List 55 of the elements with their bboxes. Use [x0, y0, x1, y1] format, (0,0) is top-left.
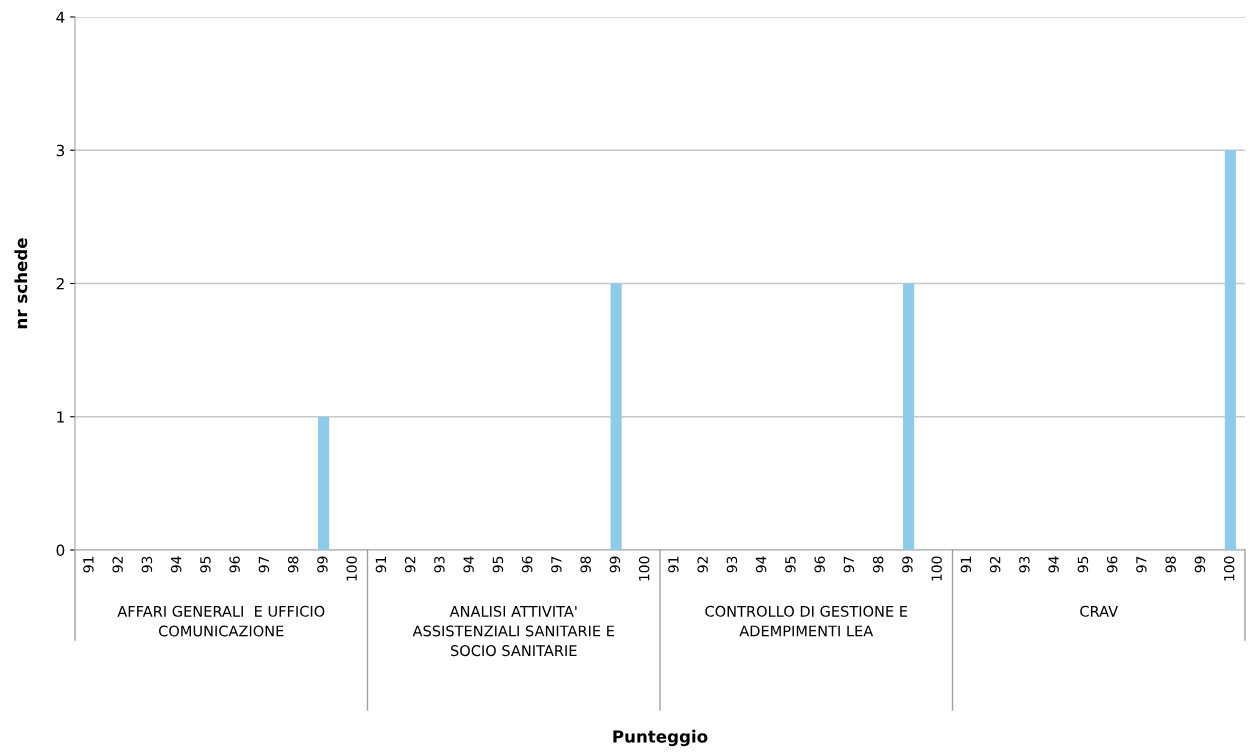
x-tick-label: 94 — [1048, 556, 1059, 573]
y-tick-label: 2 — [56, 277, 64, 290]
x-tick-label: 93 — [1019, 556, 1030, 573]
x-tick-label: 100 — [1223, 556, 1235, 581]
x-tick-label: 92 — [112, 556, 123, 573]
x-tick-label: 100 — [931, 556, 942, 581]
y-tick-label: 4 — [56, 11, 65, 23]
x-tick-label: 97 — [551, 556, 562, 573]
text: Punteggio — [613, 729, 708, 747]
x-tick-label: 96 — [521, 556, 533, 573]
x-tick-label: 97 — [258, 556, 270, 573]
x-tick-label: 100 — [346, 556, 357, 581]
y-tick-label: 1 — [57, 411, 64, 423]
y-axis-title: nr schede — [14, 238, 28, 329]
x-tick-label: 99 — [1194, 556, 1206, 573]
x-tick-label: 92 — [404, 556, 416, 573]
text: CONTROLLO DI GESTIONE E ADEMPIMENTI LEA — [705, 605, 908, 637]
text: AFFARI GENERALI E UFFICIO COMUNICAZIONE — [117, 605, 325, 637]
x-tick-label: 96 — [1106, 556, 1118, 573]
x-tick-label: 98 — [287, 556, 299, 573]
x-tick-label: 96 — [229, 556, 240, 573]
x-tick-label: 95 — [785, 556, 796, 573]
bar — [610, 283, 622, 550]
x-tick-label: 92 — [989, 556, 1001, 573]
x-tick-label: 94 — [755, 556, 767, 573]
x-tick-label: 99 — [902, 556, 913, 573]
x-tick-label: 98 — [580, 556, 591, 573]
x-tick-label: 94 — [170, 556, 182, 573]
bar — [1224, 150, 1236, 550]
bar — [318, 416, 330, 550]
text: CRAV — [1080, 605, 1119, 617]
y-tick-label: 0 — [56, 544, 65, 557]
x-tick-label: 100 — [638, 556, 650, 581]
x-tick-label: 91 — [83, 556, 94, 573]
x-tick-label: 93 — [726, 556, 738, 573]
x-tick-label: 91 — [960, 556, 972, 573]
x-tick-label: 95 — [492, 556, 504, 573]
x-tick-label: 95 — [1077, 556, 1089, 573]
x-tick-label: 94 — [463, 556, 474, 573]
x-tick-label: 98 — [1165, 556, 1176, 573]
x-tick-label: 99 — [609, 556, 621, 573]
x-tick-label: 97 — [843, 556, 855, 573]
x-tick-label: 97 — [1136, 556, 1147, 573]
y-tick-label: 3 — [56, 144, 65, 157]
x-tick-label: 99 — [317, 556, 328, 573]
text: ANALISI ATTIVITA' ASSISTENZIALI SANITARIE E SOCIO SANITARIE — [412, 605, 614, 657]
x-tick-label: 93 — [434, 556, 445, 573]
x-tick-label: 95 — [200, 556, 211, 573]
x-tick-label: 91 — [375, 556, 387, 573]
bar — [903, 283, 915, 550]
x-tick-label: 91 — [668, 556, 679, 573]
x-tick-label: 98 — [872, 556, 884, 573]
x-tick-label: 92 — [697, 556, 708, 573]
x-tick-label: 96 — [814, 556, 825, 573]
x-tick-label: 93 — [141, 556, 153, 573]
